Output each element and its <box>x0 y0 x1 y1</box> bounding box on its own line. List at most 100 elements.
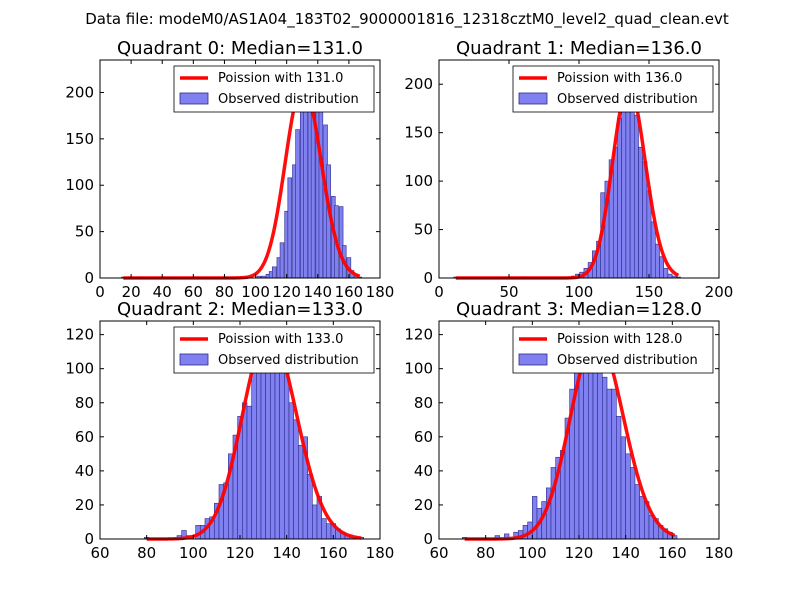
quadrant-2-xtick-label-2: 100 <box>179 544 208 562</box>
quadrant-2-legend-bar-swatch <box>179 353 209 366</box>
quadrant-1-bar-19 <box>638 146 643 279</box>
quadrant-0-xtick-label-9: 180 <box>366 283 395 301</box>
quadrant-0-title: Quadrant 0: Median=131.0 <box>117 38 363 59</box>
quadrant-1-bar-17 <box>629 100 635 279</box>
quadrant-3-bar-28 <box>630 467 636 540</box>
quadrant-3-ytick-label-2: 40 <box>414 462 433 480</box>
quadrant-2-ytick-label-3: 60 <box>75 428 94 446</box>
quadrant-3-xtick-label-5: 160 <box>658 544 687 562</box>
quadrant-2-ytick-label-1: 20 <box>75 496 94 514</box>
quadrant-0-legend-curve-label: Poission with 131.0 <box>218 71 343 86</box>
quadrant-1-xtick-label-1: 50 <box>499 283 518 301</box>
quadrant-1-legend-bar-swatch <box>518 92 548 105</box>
quadrant-2-bar-18 <box>260 347 266 540</box>
quadrant-3-bar-7 <box>532 496 538 540</box>
quadrant-1-legend-curve-label: Poission with 136.0 <box>557 71 682 86</box>
quadrant-3-xtick-label-3: 120 <box>565 544 594 562</box>
quadrant-1-bar-25 <box>663 268 669 279</box>
quadrant-2-ytick-label-0: 0 <box>84 530 94 548</box>
quadrant-1-bar-26 <box>667 273 673 279</box>
quadrant-2-bar-15 <box>246 405 252 540</box>
quadrant-3-legend-bar-swatch <box>518 353 548 366</box>
quadrant-3-ytick-label-3: 60 <box>414 428 433 446</box>
quadrant-3-ytick-label-1: 20 <box>414 496 433 514</box>
quadrant-1-ytick-label-0: 0 <box>423 269 433 287</box>
quadrant-0-bar-16 <box>295 129 300 279</box>
quadrant-2-ytick-label-4: 80 <box>75 394 94 412</box>
quadrant-2-bar-21 <box>274 351 280 540</box>
quadrant-2-bar-31 <box>321 518 327 540</box>
quadrant-0-bar-18 <box>303 96 308 279</box>
quadrant-2-bar-16 <box>251 351 257 540</box>
quadrant-2-bar-29 <box>312 504 318 540</box>
quadrant-3-bar-20 <box>592 351 598 540</box>
quadrant-3-bar-26 <box>620 436 626 540</box>
quadrant-0-bar-22 <box>318 92 324 279</box>
quadrant-1-xtick-label-0: 0 <box>434 283 444 301</box>
quadrant-0-xtick-label-1: 20 <box>122 283 141 301</box>
quadrant-0-bar-10 <box>271 266 277 279</box>
quadrant-1-panel: Quadrant 1: Median=136.0 0 50 100 150 200 0 50… <box>404 38 733 301</box>
quadrant-1-axes-frame <box>438 59 720 279</box>
quadrant-2-bar-24 <box>288 402 294 540</box>
quadrant-0-bar-14 <box>287 177 293 279</box>
quadrant-2-xtick-label-3: 120 <box>226 544 255 562</box>
figure-suptitle: Data file: modeM0/AS1A04_183T02_90000018… <box>85 10 729 29</box>
quadrant-2-ytick-label-6: 120 <box>65 326 94 344</box>
quadrant-1-xtick-label-3: 150 <box>635 283 664 301</box>
quadrant-3-xtick-label-6: 180 <box>705 544 734 562</box>
quadrant-3-ytick-label-6: 120 <box>404 326 433 344</box>
quadrant-3-bar-29 <box>634 484 640 540</box>
quadrant-2-bar-25 <box>293 419 299 540</box>
quadrant-1-bar-13 <box>612 146 618 279</box>
quadrant-0-xtick-label-8: 160 <box>335 283 364 301</box>
quadrant-0-xtick-label-7: 140 <box>303 283 332 301</box>
quadrant-2-bar-26 <box>298 445 304 540</box>
quadrant-1-xtick-label-2: 100 <box>565 283 594 301</box>
quadrant-1-legend: Poission with 136.0 Observed distributio… <box>512 65 714 113</box>
quadrant-3-bar-21 <box>597 368 603 540</box>
quadrant-3-bar-17 <box>578 371 584 540</box>
quadrant-0-xtick-label-5: 100 <box>241 283 270 301</box>
quadrant-1-bar-14 <box>617 117 622 279</box>
quadrant-1-ytick-label-3: 150 <box>404 124 433 142</box>
quadrant-0-xtick-label-2: 40 <box>153 283 172 301</box>
quadrant-3-legend: Poission with 128.0 Observed distributio… <box>512 326 714 374</box>
quadrant-1-ytick-label-2: 100 <box>404 172 433 190</box>
quadrant-2-xtick-label-6: 180 <box>366 544 395 562</box>
quadrant-3-bar-27 <box>625 453 631 540</box>
quadrant-3-xtick-label-4: 140 <box>611 544 640 562</box>
quadrant-2-xtick-label-0: 60 <box>90 544 109 562</box>
quadrant-1-xtick-label-4: 200 <box>705 283 734 301</box>
quadrant-2-xtick-label-4: 140 <box>272 544 301 562</box>
quadrant-2-title: Quadrant 2: Median=133.0 <box>117 299 363 320</box>
quadrant-0-legend: Poission with 131.0 Observed distributio… <box>173 65 375 113</box>
quadrant-0-xtick-label-3: 60 <box>184 283 203 301</box>
quadrant-2-bar-32 <box>326 523 332 540</box>
quadrant-1-bar-22 <box>650 221 656 279</box>
quadrant-3-xtick-label-2: 100 <box>518 544 547 562</box>
quadrant-3-bar-25 <box>616 416 622 540</box>
quadrant-0-axes-frame <box>99 59 381 279</box>
quadrant-2-bar-14 <box>242 402 248 540</box>
quadrant-0-legend-bar-swatch <box>179 92 209 105</box>
quadrant-3-title: Quadrant 3: Median=128.0 <box>456 299 702 320</box>
quadrant-0-legend-bars-label: Observed distribution <box>218 92 359 107</box>
quadrant-0-ytick-label-3: 150 <box>65 130 94 148</box>
quadrant-3-bar-22 <box>602 376 608 540</box>
quadrant-3-panel: Quadrant 3: Median=128.0 60 80 100 120 140 16… <box>404 299 733 562</box>
quadrant-3-bar-24 <box>611 388 617 540</box>
quadrant-2-ticks: 60 80 100 120 140 160 180 0 20 40 60 80 100 120 <box>65 321 394 562</box>
quadrant-3-ytick-label-5: 100 <box>404 360 433 378</box>
quadrant-3-xtick-label-1: 80 <box>476 544 495 562</box>
quadrant-2-bar-19 <box>265 344 271 540</box>
quadrant-3-axes-frame <box>438 320 720 540</box>
quadrant-3-bar-18 <box>583 354 589 540</box>
quadrant-2-legend-bars-label: Observed distribution <box>218 353 359 368</box>
quadrant-1-legend-bars-label: Observed distribution <box>557 92 698 107</box>
quadrant-3-xtick-label-0: 60 <box>429 544 448 562</box>
quadrant-0-ytick-label-1: 50 <box>75 223 94 241</box>
quadrant-0-ytick-label-2: 100 <box>65 176 94 194</box>
